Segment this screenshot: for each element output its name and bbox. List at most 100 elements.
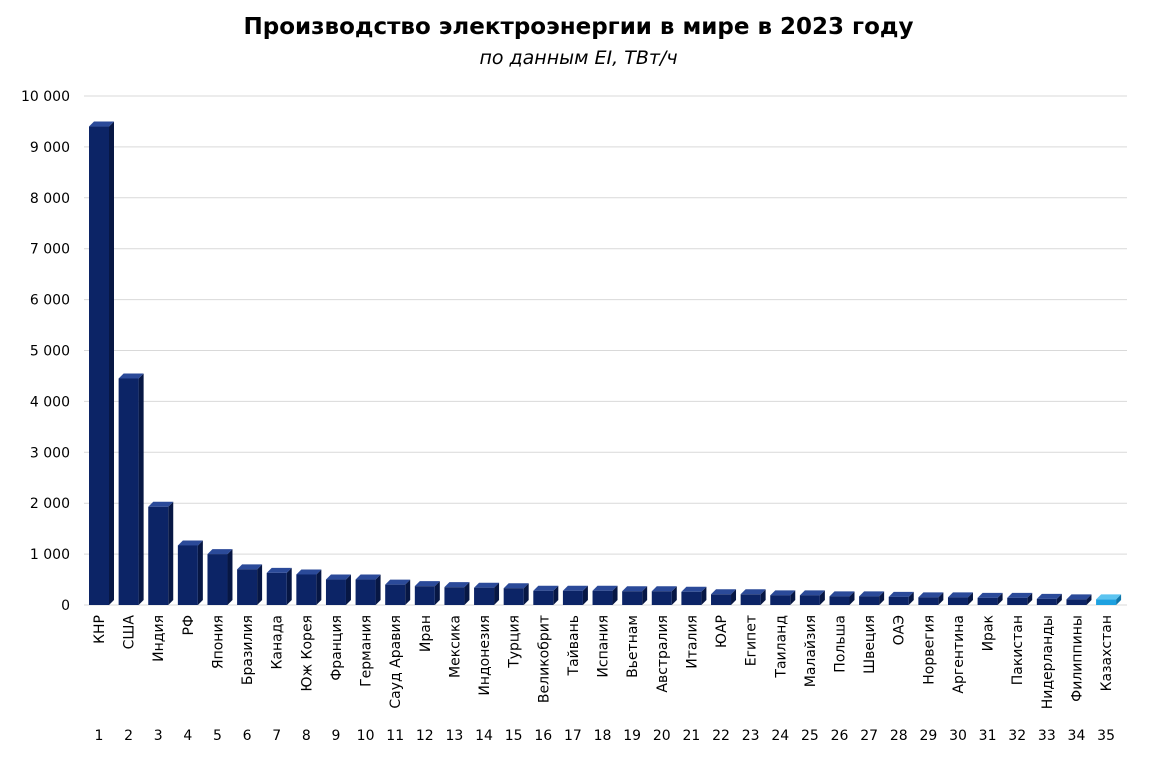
rank-label: 17 <box>564 728 582 744</box>
bar <box>177 545 198 605</box>
bar-highlight <box>1096 599 1117 605</box>
bar-top <box>325 574 351 580</box>
bar <box>355 579 376 605</box>
x-category-label: Швеция <box>862 615 878 674</box>
bar <box>296 574 317 605</box>
bar <box>325 579 346 605</box>
bar <box>859 596 880 605</box>
bar <box>474 587 495 605</box>
rank-label: 14 <box>475 728 493 744</box>
bar-top <box>799 590 825 596</box>
rank-label: 27 <box>860 728 878 744</box>
x-category-label: Бразилия <box>240 615 256 685</box>
bar <box>681 591 702 605</box>
x-category-label: Таиланд <box>773 615 789 679</box>
bar-top <box>1066 594 1092 600</box>
bar-side <box>286 567 292 605</box>
bar-top <box>355 574 381 580</box>
bar-side <box>701 586 707 605</box>
x-category-label: ЮАР <box>714 615 730 648</box>
bar-side <box>227 549 233 605</box>
bar <box>207 554 228 605</box>
y-tick-label: 8 000 <box>30 191 70 207</box>
bar-side <box>1027 592 1033 605</box>
x-category-label: Турция <box>507 615 523 669</box>
bar-side <box>671 586 677 605</box>
rank-label: 28 <box>890 728 908 744</box>
bar-top <box>177 540 203 546</box>
x-category-label: Малайзия <box>803 615 819 687</box>
x-category-label: Норвегия <box>921 615 937 685</box>
rank-label: 18 <box>594 728 612 744</box>
x-category-label: Испания <box>596 615 612 678</box>
bar <box>148 506 169 605</box>
bar-side <box>612 585 618 605</box>
bar <box>651 591 672 605</box>
bar-top <box>444 582 470 588</box>
rank-label: 10 <box>357 728 375 744</box>
x-category-label: Польша <box>833 615 849 673</box>
rank-label: 5 <box>213 728 222 744</box>
bar-top <box>503 583 529 589</box>
bar <box>1036 598 1057 605</box>
x-category-label: Пакистан <box>1010 615 1026 685</box>
rank-label: 8 <box>302 728 311 744</box>
bar <box>266 572 287 605</box>
bar-top <box>1096 594 1122 600</box>
x-category-label: Иран <box>418 615 434 652</box>
bar <box>592 590 613 605</box>
bar-side <box>1056 593 1062 605</box>
x-category-label: Мексика <box>447 615 463 678</box>
x-category-label: Индия <box>151 615 167 662</box>
bar-side <box>1086 594 1092 605</box>
bar-top <box>207 549 233 555</box>
bar <box>503 588 524 605</box>
x-category-label: РФ <box>181 615 197 636</box>
bar <box>1066 599 1087 605</box>
bar-top <box>266 567 292 573</box>
rank-label: 32 <box>1008 728 1026 744</box>
bar-top <box>770 590 796 596</box>
rank-label: 9 <box>331 728 340 744</box>
x-category-label: Франция <box>329 615 345 681</box>
x-category-label: Египет <box>744 615 760 666</box>
bar <box>1007 597 1028 605</box>
bar-side <box>168 501 174 605</box>
bar-side <box>138 373 144 605</box>
bar <box>622 591 643 605</box>
bar-top <box>474 582 500 588</box>
rank-label: 31 <box>979 728 997 744</box>
rank-label: 19 <box>623 728 641 744</box>
y-tick-label: 9 000 <box>30 140 70 156</box>
bar-side <box>908 591 914 605</box>
bar-side <box>553 585 559 605</box>
bar-top <box>237 564 263 570</box>
bar-side <box>375 574 381 605</box>
bar-top <box>148 501 174 507</box>
x-category-label: Канада <box>270 615 286 670</box>
bar <box>740 594 761 605</box>
bar-side <box>938 592 944 605</box>
bar-side <box>582 585 588 605</box>
bar-top <box>681 586 707 592</box>
x-category-label: Сауд Аравия <box>388 615 404 709</box>
bar-top <box>533 585 559 591</box>
bar-side <box>345 574 351 605</box>
rank-label: 16 <box>534 728 552 744</box>
y-tick-label: 4 000 <box>30 394 70 410</box>
bar <box>770 595 791 605</box>
bar-side <box>109 121 114 605</box>
x-category-label: Италия <box>684 615 700 669</box>
rank-label: 25 <box>801 728 819 744</box>
chart-subtitle: по данным EI, ТВт/ч <box>479 47 678 69</box>
rank-label: 20 <box>653 728 671 744</box>
x-category-label: США <box>122 615 138 650</box>
bar-top <box>651 586 677 592</box>
y-tick-label: 3 000 <box>30 445 70 461</box>
bar-top <box>592 585 618 591</box>
bar-top <box>1007 592 1033 598</box>
bar-top <box>414 581 440 587</box>
bar <box>414 586 435 605</box>
bar-top <box>740 589 766 595</box>
bar <box>385 584 406 605</box>
